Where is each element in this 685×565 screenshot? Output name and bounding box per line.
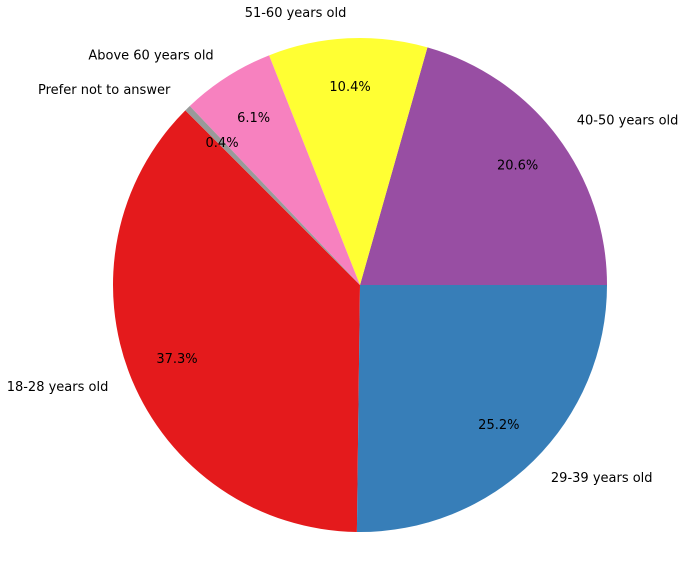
pie-slice [189,55,360,285]
slice-category-label: 51-60 years old [245,6,347,21]
pie-labels: 18-28 years old 37.3% 29-39 years old 25.2%… [7,6,679,486]
pie-slice [360,47,607,285]
slice-percent-label: 0.4% [206,136,239,151]
pie-slice [356,285,607,532]
slice-category-label: 18-28 years old [7,380,109,395]
slice-category-label: Prefer not to answer [38,83,171,98]
pie-slice [113,110,360,532]
slice-percent-label: 25.2% [478,418,519,433]
slice-category-label: 29-39 years old [551,471,653,486]
slice-percent-label: 6.1% [237,111,270,126]
slice-category-label: Above 60 years old [88,49,213,64]
slice-category-label: 40-50 years old [577,114,679,129]
slice-percent-label: 10.4% [329,80,370,95]
slice-percent-label: 37.3% [156,352,197,367]
pie-slice [269,38,428,286]
pie-slices [113,38,607,532]
pie-slice [185,106,360,285]
slice-percent-label: 20.6% [497,158,538,173]
